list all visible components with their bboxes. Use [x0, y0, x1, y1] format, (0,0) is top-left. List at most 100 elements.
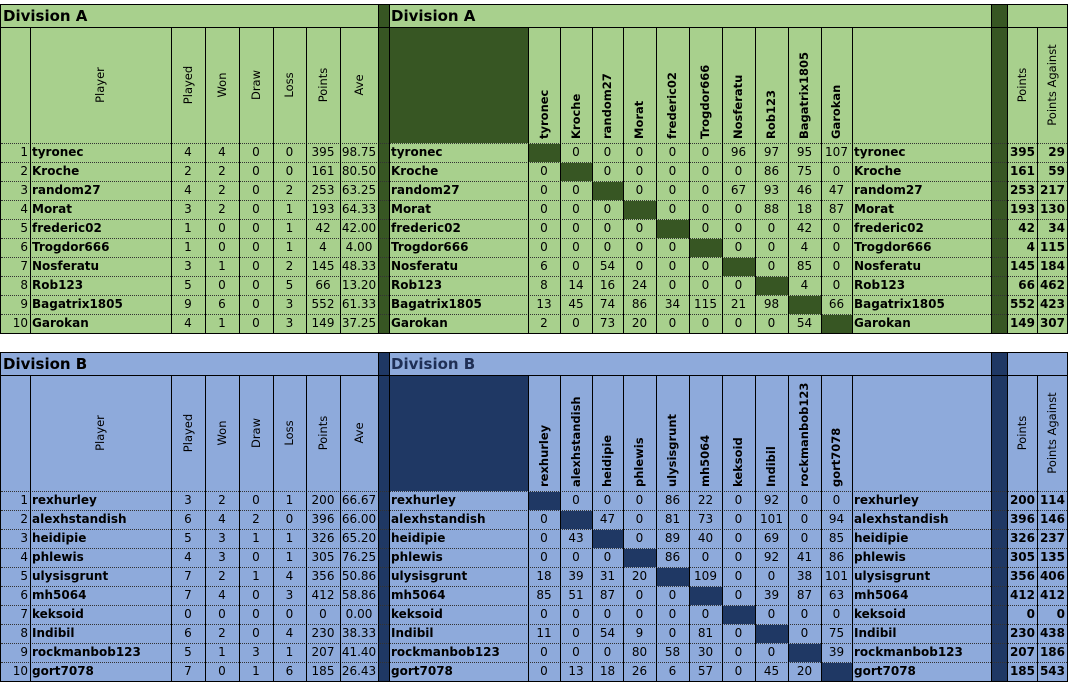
- row-index: 5: [20, 569, 28, 583]
- loss-cell: 0: [285, 607, 294, 621]
- matrix-cell: 101: [760, 512, 783, 526]
- separator-column: [378, 353, 389, 681]
- draw-cell: 0: [252, 145, 260, 159]
- won-cell: 0: [218, 240, 226, 254]
- matrix-cell: 0: [767, 259, 776, 273]
- points-cell: 412: [311, 588, 335, 602]
- matrix-cell: 13: [536, 297, 552, 311]
- header-opponent: alexhstandish: [569, 396, 583, 487]
- row-index: 4: [20, 550, 28, 564]
- row-divider: [1, 491, 1067, 492]
- loss-cell: 1: [285, 221, 294, 235]
- summary-row-name: phlewis: [854, 550, 906, 564]
- matrix-cell: 0: [832, 221, 841, 235]
- matrix-cell: 0: [572, 626, 580, 640]
- draw-cell: 0: [252, 183, 260, 197]
- column-divider: [378, 5, 379, 27]
- matrix-cell: 0: [701, 202, 710, 216]
- column-divider: [852, 375, 853, 681]
- played-cell: 1: [184, 240, 192, 254]
- points-cell: 149: [311, 316, 335, 330]
- played-cell: 0: [184, 607, 192, 621]
- matrix-cell: 0: [734, 512, 743, 526]
- column-divider: [991, 5, 992, 27]
- matrix-cell: 0: [734, 493, 743, 507]
- column-divider: [389, 375, 390, 681]
- column-divider: [788, 375, 789, 681]
- header-player: Player: [93, 67, 107, 103]
- column-divider: [852, 27, 853, 333]
- matrix-cell: 0: [832, 259, 841, 273]
- loss-cell: 3: [285, 297, 294, 311]
- matrix-cell: 0: [540, 550, 548, 564]
- row-index: 3: [20, 183, 28, 197]
- matrix-cell: 0: [701, 259, 710, 273]
- row-index: 10: [12, 316, 28, 330]
- summary-row-name: Indibil: [854, 626, 897, 640]
- matrix-cell: 4: [800, 278, 809, 292]
- ave-cell: 58.86: [341, 588, 377, 602]
- matrix-cell: 2: [540, 316, 548, 330]
- played-cell: 5: [184, 278, 192, 292]
- points-against-cell: 406: [1039, 569, 1065, 583]
- row-divider: [1, 643, 1067, 644]
- player-name: Morat: [32, 202, 72, 216]
- loss-cell: 1: [285, 493, 294, 507]
- matrix-cell: 94: [828, 512, 845, 526]
- column-divider: [1037, 27, 1038, 333]
- row-index: 5: [20, 221, 28, 235]
- column-divider: [592, 27, 593, 333]
- matrix-cell: 0: [734, 202, 743, 216]
- loss-cell: 1: [285, 531, 294, 545]
- player-name: Indibil: [32, 626, 75, 640]
- matrix-cell: 30: [697, 645, 714, 659]
- row-divider: [1, 662, 1067, 663]
- matrix-cell: 0: [800, 607, 809, 621]
- points-total-cell: 356: [1009, 569, 1035, 583]
- won-cell: 6: [218, 297, 226, 311]
- summary-row-name: alexhstandish: [854, 512, 949, 526]
- played-cell: 4: [184, 145, 192, 159]
- matrix-cell: 31: [599, 569, 616, 583]
- matrix-cell: 86: [664, 493, 681, 507]
- matrix-cell: 69: [763, 531, 780, 545]
- draw-cell: 0: [252, 259, 260, 273]
- won-cell: 3: [218, 550, 226, 564]
- header-loss: Loss: [282, 420, 296, 446]
- column-divider: [656, 27, 657, 333]
- matrix-diagonal-cell: [788, 296, 821, 314]
- column-divider: [340, 27, 341, 333]
- played-cell: 3: [184, 259, 192, 273]
- column-divider: [273, 375, 274, 681]
- header-opponent: Indibil: [764, 446, 778, 487]
- matrix-cell: 22: [697, 493, 714, 507]
- row-index: 9: [20, 297, 28, 311]
- column-divider: [378, 27, 379, 333]
- header-opponent: tyronec: [537, 89, 551, 139]
- matrix-cell: 0: [767, 240, 776, 254]
- matrix-cell: 16: [599, 278, 616, 292]
- points-against-cell: 438: [1039, 626, 1065, 640]
- matrix-cell: 0: [832, 493, 841, 507]
- matrix-cell: 0: [572, 259, 580, 273]
- points-total-cell: 193: [1009, 202, 1035, 216]
- draw-cell: 0: [252, 493, 260, 507]
- column-divider: [1007, 353, 1008, 375]
- matrix-row-name: alexhstandish: [391, 512, 486, 526]
- matrix-row-name: Kroche: [391, 164, 439, 178]
- points-against-cell: 59: [1048, 164, 1065, 178]
- matrix-cell: 0: [635, 512, 644, 526]
- ave-cell: 98.75: [341, 145, 377, 159]
- header-played: Played: [181, 65, 195, 105]
- matrix-cell: 0: [572, 493, 580, 507]
- ave-cell: 37.25: [341, 316, 377, 330]
- matrix-cell: 41: [796, 550, 813, 564]
- draw-cell: 0: [252, 626, 260, 640]
- won-cell: 4: [218, 588, 226, 602]
- matrix-diagonal-cell: [592, 530, 623, 548]
- matrix-cell: 0: [800, 493, 809, 507]
- ave-cell: 38.33: [341, 626, 377, 640]
- matrix-cell: 0: [701, 164, 710, 178]
- won-cell: 1: [218, 316, 226, 330]
- matrix-cell: 92: [763, 493, 780, 507]
